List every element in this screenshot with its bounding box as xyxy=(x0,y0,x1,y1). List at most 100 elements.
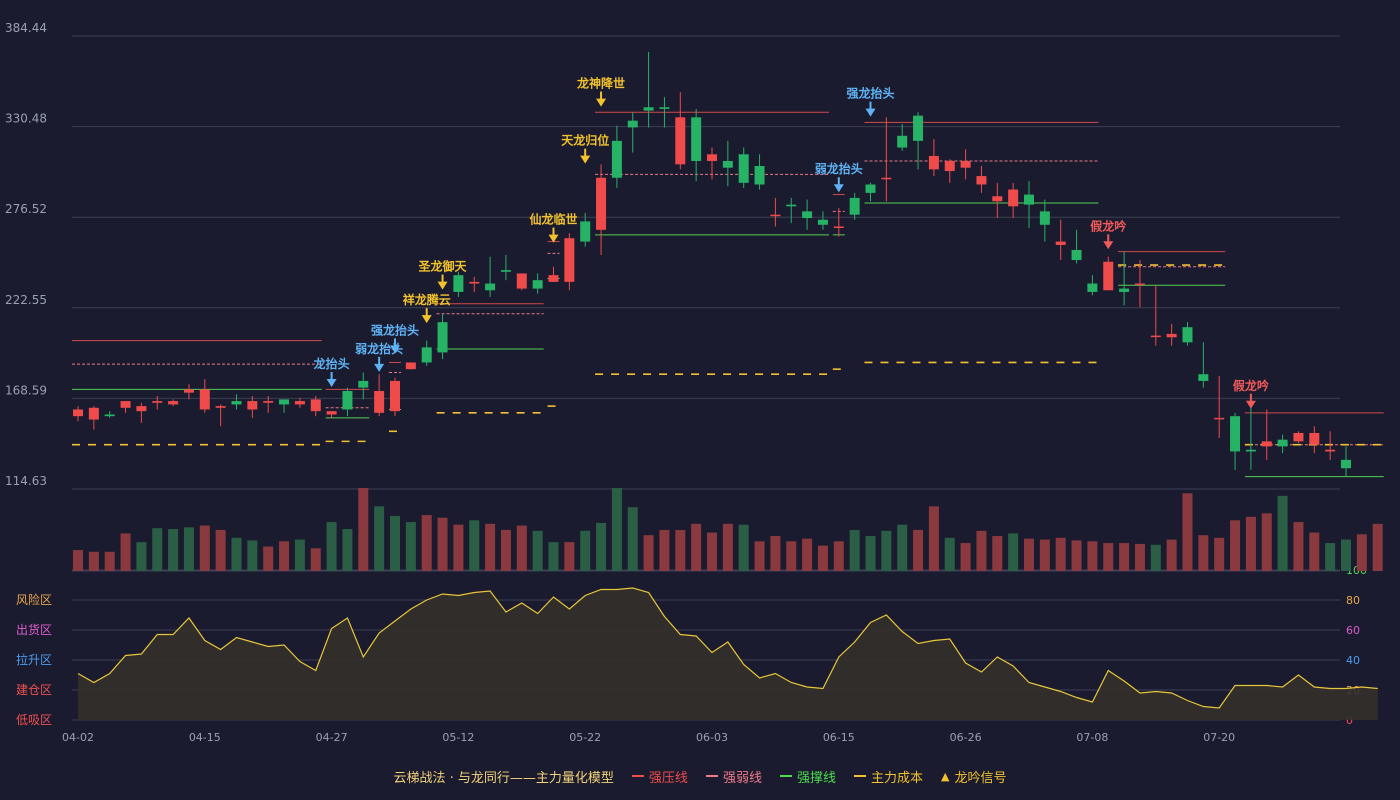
candle-body xyxy=(611,140,622,178)
candle-body xyxy=(976,176,987,185)
candle-body xyxy=(1024,194,1034,205)
volume-bar xyxy=(500,529,511,571)
indicator-tick-label: 0 xyxy=(1346,714,1353,727)
candle-body xyxy=(580,221,591,242)
volume-bar xyxy=(310,548,321,571)
volume-bar xyxy=(294,539,305,571)
candle-body xyxy=(627,120,638,128)
price-tick-label: 114.63 xyxy=(5,474,47,488)
candle-body xyxy=(342,390,353,410)
legend-item: 云梯战法 · 与龙同行——主力量化模型 xyxy=(394,767,614,786)
candle-body xyxy=(88,407,99,420)
candle-body xyxy=(500,270,511,272)
volume-bar xyxy=(421,515,432,571)
x-tick-label: 06-15 xyxy=(823,731,855,744)
candle-body xyxy=(1325,449,1336,452)
candle-body xyxy=(960,160,971,168)
volume-bar xyxy=(405,522,416,571)
candle-body xyxy=(215,406,226,408)
volume-bar xyxy=(168,529,179,571)
volume-bar xyxy=(1293,522,1304,571)
candle-body xyxy=(849,197,860,215)
volume-bar xyxy=(738,524,749,571)
candle-body xyxy=(1230,416,1241,452)
volume-bar xyxy=(754,541,765,571)
candle-body xyxy=(1134,283,1145,286)
volume-bar xyxy=(833,541,844,571)
candle-body xyxy=(485,283,496,291)
candle-body xyxy=(516,273,527,289)
candle-body xyxy=(1150,335,1161,338)
volume-bar xyxy=(1055,537,1066,571)
volume-bar xyxy=(247,540,258,571)
candle-body xyxy=(754,166,765,185)
indicator-zone-label: 建仓区 xyxy=(16,683,52,697)
volume-bar xyxy=(1166,539,1177,571)
indicator-tick-label: 80 xyxy=(1346,594,1360,607)
chart-legend: 云梯战法 · 与龙同行——主力量化模型 强压线 强弱线 强撑线 主力成本 ▲ 龙吟信号 xyxy=(0,766,1400,786)
volume-bar xyxy=(374,506,385,571)
volume-bar xyxy=(770,536,781,571)
oscillator-area xyxy=(78,588,1378,720)
candle-body xyxy=(199,389,210,410)
candle-body xyxy=(770,214,781,217)
candle-body xyxy=(1039,211,1050,225)
signal-label: 圣龙御天 xyxy=(418,259,468,274)
signal-label: 天龙归位 xyxy=(561,133,609,148)
volume-bar xyxy=(1198,535,1209,571)
volume-bar xyxy=(1277,495,1288,571)
x-tick-label: 04-15 xyxy=(189,731,221,744)
legend-item: ▲ 龙吟信号 xyxy=(941,767,1006,786)
volume-bar xyxy=(88,551,99,571)
signal-label: 强龙抬头 xyxy=(846,86,894,101)
candle-body xyxy=(833,226,844,228)
signal-label: 仙龙临世 xyxy=(529,212,577,227)
legend-label: 强压线 xyxy=(648,770,688,786)
volume-bar xyxy=(120,533,131,571)
volume-bar xyxy=(152,528,163,571)
volume-bar xyxy=(516,525,527,571)
volume-bar xyxy=(1039,539,1050,571)
legend-swatch xyxy=(853,775,866,777)
volume-bar xyxy=(548,542,559,571)
candle-body xyxy=(643,107,654,111)
candle-body xyxy=(707,154,717,161)
candle-body xyxy=(390,380,400,412)
volume-bar xyxy=(1309,532,1320,571)
candle-body xyxy=(453,275,464,292)
x-tick-label: 06-26 xyxy=(950,731,982,744)
signal-arrow-icon xyxy=(421,315,432,324)
volume-bar xyxy=(263,546,274,571)
candle-body xyxy=(1309,432,1320,445)
signal-arrow-icon xyxy=(833,184,844,193)
candle-body xyxy=(279,399,290,405)
volume-bar xyxy=(675,529,686,571)
candle-body xyxy=(1245,449,1256,452)
candle-body xyxy=(564,238,575,282)
volume-bar xyxy=(881,530,892,571)
volume-bar xyxy=(580,530,591,571)
candlestick-chart: 384.44330.48276.52222.55168.59114.631008… xyxy=(5,21,1384,744)
candle-body xyxy=(358,380,369,388)
candle-body xyxy=(944,160,955,172)
candle-body xyxy=(231,401,242,405)
volume-bar xyxy=(928,506,939,571)
volume-bar xyxy=(976,530,987,571)
price-tick-label: 168.59 xyxy=(5,383,47,397)
volume-bar xyxy=(611,488,622,571)
x-tick-label: 06-03 xyxy=(696,731,728,744)
signal-arrow-icon xyxy=(437,281,448,290)
legend-item: 主力成本 xyxy=(853,767,923,786)
candle-body xyxy=(802,211,813,219)
signal-label: 弱龙抬头 xyxy=(355,341,403,356)
candle-body xyxy=(294,401,305,405)
volume-bar xyxy=(1245,516,1256,571)
signal-label: 假龙吟 xyxy=(1233,378,1269,393)
candle-body xyxy=(469,281,480,284)
legend-label: 强弱线 xyxy=(722,770,762,786)
legend-swatch xyxy=(705,775,718,777)
candle-body xyxy=(1103,261,1114,291)
volume-bar xyxy=(342,529,353,571)
candle-body xyxy=(913,115,924,141)
volume-bar xyxy=(1071,540,1082,571)
